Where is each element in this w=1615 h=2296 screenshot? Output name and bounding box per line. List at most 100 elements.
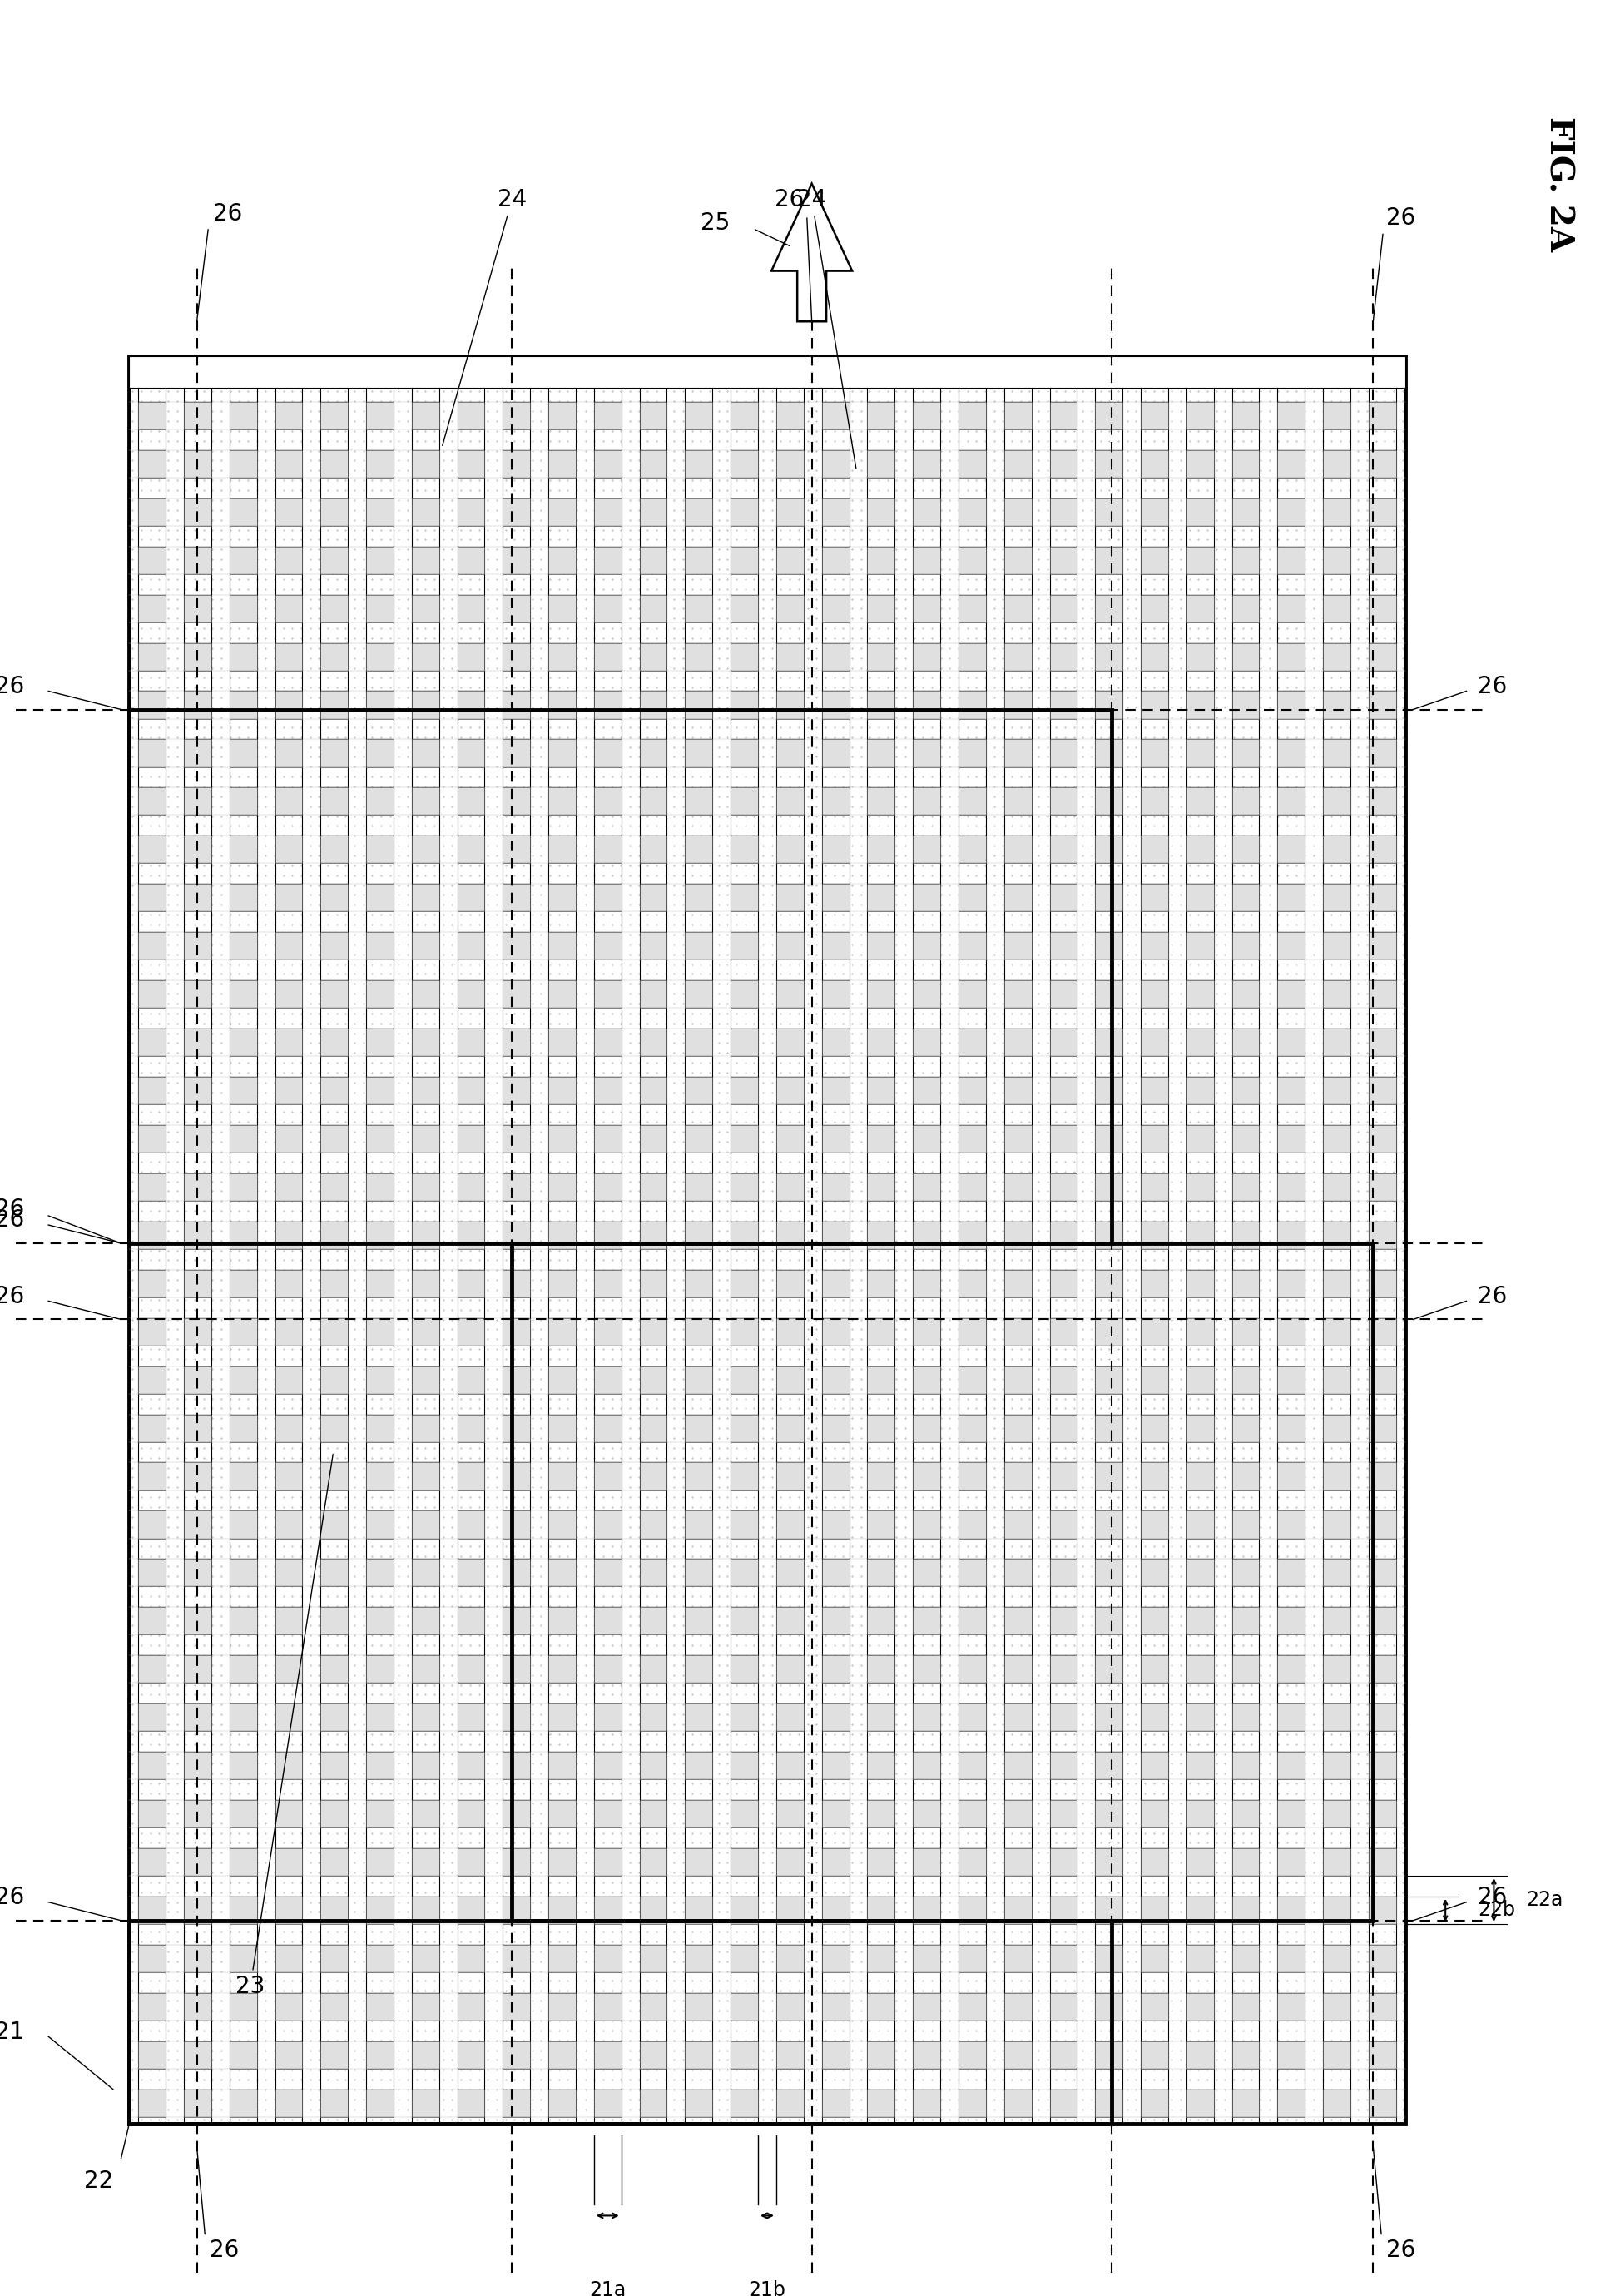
Bar <box>685 595 712 622</box>
Bar <box>549 2041 577 2069</box>
Bar <box>1368 643 1395 670</box>
Bar <box>1277 1318 1305 1345</box>
Bar <box>912 739 940 767</box>
Bar <box>549 1270 577 1297</box>
Bar <box>777 932 804 960</box>
Bar <box>549 980 577 1008</box>
Bar <box>1140 595 1168 622</box>
Bar <box>1095 1366 1122 1394</box>
Bar <box>1005 1125 1032 1153</box>
Bar <box>1187 1511 1214 1538</box>
Bar <box>640 1848 667 1876</box>
Bar <box>502 2041 530 2069</box>
Bar <box>1140 1752 1168 1779</box>
Bar <box>822 932 849 960</box>
Bar <box>412 498 439 526</box>
Bar <box>1323 1366 1350 1394</box>
Bar <box>229 1896 257 1924</box>
Bar <box>640 546 667 574</box>
Bar <box>367 546 394 574</box>
Bar <box>275 595 302 622</box>
Bar <box>457 1173 485 1201</box>
Bar <box>912 788 940 815</box>
Bar <box>1140 1704 1168 1731</box>
Bar <box>1095 595 1122 622</box>
Bar <box>184 1270 212 1297</box>
Bar <box>502 932 530 960</box>
Bar <box>1005 1511 1032 1538</box>
Bar <box>1140 2089 1168 2117</box>
Bar <box>1005 1318 1032 1345</box>
Bar <box>777 1511 804 1538</box>
Bar <box>1140 1463 1168 1490</box>
Bar <box>1277 546 1305 574</box>
Bar <box>1368 884 1395 912</box>
Bar <box>139 595 166 622</box>
Bar <box>1095 1414 1122 1442</box>
Bar <box>502 1655 530 1683</box>
Bar <box>1005 1655 1032 1683</box>
Bar <box>640 1318 667 1345</box>
Bar <box>229 980 257 1008</box>
Bar <box>640 643 667 670</box>
Bar <box>685 884 712 912</box>
Bar <box>1140 932 1168 960</box>
Bar <box>640 1173 667 1201</box>
Bar <box>367 450 394 478</box>
Bar <box>959 1029 985 1056</box>
Text: 26: 26 <box>0 1885 24 1908</box>
Bar <box>912 2089 940 2117</box>
Bar <box>457 1029 485 1056</box>
Bar <box>959 691 985 719</box>
Bar <box>1277 1463 1305 1490</box>
Bar <box>640 1800 667 1828</box>
Bar <box>640 498 667 526</box>
Bar <box>867 1848 895 1876</box>
Bar <box>1277 691 1305 719</box>
Bar <box>1323 1800 1350 1828</box>
Bar <box>777 691 804 719</box>
Bar <box>367 1800 394 1828</box>
Bar <box>594 402 622 429</box>
Bar <box>959 1077 985 1104</box>
Bar <box>549 2089 577 2117</box>
Bar <box>594 932 622 960</box>
Bar <box>1232 643 1260 670</box>
Bar <box>730 1173 757 1201</box>
Bar <box>730 932 757 960</box>
Bar <box>1095 1993 1122 2020</box>
Bar <box>229 1270 257 1297</box>
Bar <box>1095 498 1122 526</box>
Bar <box>777 1800 804 1828</box>
Bar <box>1095 1125 1122 1153</box>
Bar <box>1232 1270 1260 1297</box>
Bar <box>275 932 302 960</box>
Bar <box>320 1029 347 1056</box>
Bar <box>367 1559 394 1587</box>
Bar <box>1005 1800 1032 1828</box>
Bar <box>777 595 804 622</box>
Bar <box>1050 836 1077 863</box>
Bar <box>1095 739 1122 767</box>
Bar <box>1323 1896 1350 1924</box>
Bar <box>275 1029 302 1056</box>
Bar <box>867 932 895 960</box>
Bar <box>320 1993 347 2020</box>
Bar <box>822 1993 849 2020</box>
Bar <box>457 836 485 863</box>
Text: 25: 25 <box>701 211 730 234</box>
Bar <box>1050 884 1077 912</box>
Bar <box>320 546 347 574</box>
Bar <box>229 1173 257 1201</box>
Bar <box>275 691 302 719</box>
Bar <box>139 1752 166 1779</box>
Text: 26: 26 <box>0 1286 24 1309</box>
Bar <box>822 1896 849 1924</box>
Bar <box>822 1607 849 1635</box>
Bar <box>184 1800 212 1828</box>
Bar <box>1368 498 1395 526</box>
Bar <box>594 1221 622 1249</box>
Bar <box>822 691 849 719</box>
Bar <box>1140 1896 1168 1924</box>
Bar <box>1005 1366 1032 1394</box>
